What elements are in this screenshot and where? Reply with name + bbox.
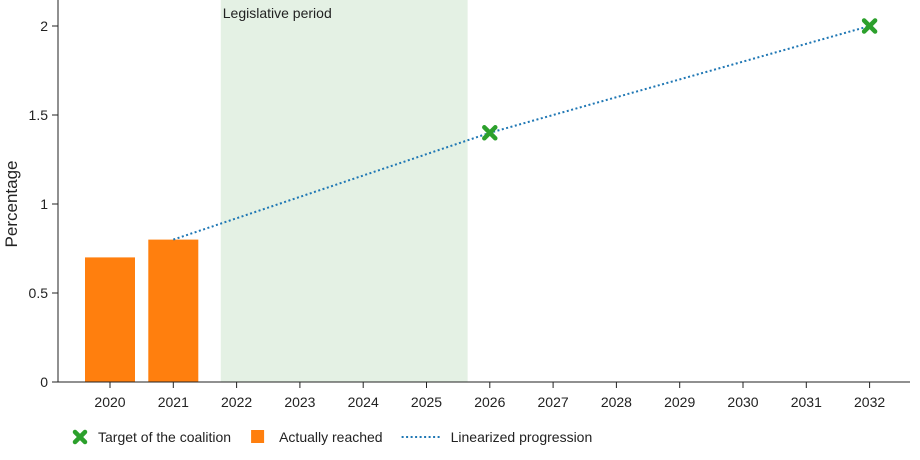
legend-label-0: Target of the coalition <box>98 429 231 445</box>
x-tick-label-2020: 2020 <box>94 394 125 410</box>
x-tick-label-2023: 2023 <box>284 394 315 410</box>
x-tick-label-2025: 2025 <box>411 394 442 410</box>
x-tick-label-2031: 2031 <box>791 394 822 410</box>
x-tick-label-2022: 2022 <box>221 394 252 410</box>
legislative-period-label: Legislative period <box>223 5 332 21</box>
axis-layer: 0 0.5 1 1.5 2 2020 2021 2022 2023 2024 2025 2026 202… <box>29 0 910 410</box>
legend-bar-swatch-icon <box>251 430 265 443</box>
x-tick-label-2024: 2024 <box>348 394 379 410</box>
legend-target-marker-icon <box>72 429 88 445</box>
shaded-region-layer: Legislative period <box>220 0 468 382</box>
target-marker-2032 <box>861 18 878 34</box>
target-marker-2026 <box>482 125 498 141</box>
bar-layer <box>85 239 199 382</box>
legend-target-marker-icon-stroke-b <box>72 429 88 445</box>
target-marker-2026-stroke-b <box>482 125 498 141</box>
y-tick-label-1: 0.5 <box>29 285 49 301</box>
bar-2020 <box>85 257 135 382</box>
target-marker-2032-stroke-b <box>861 18 878 34</box>
y-tick-label-2: 1 <box>40 196 48 212</box>
bar-2021 <box>148 239 199 382</box>
legend-label-2: Linearized progression <box>451 429 593 445</box>
x-tick-label-2021: 2021 <box>158 394 189 410</box>
legislative-period-band <box>220 0 468 382</box>
y-tick-label-4: 2 <box>40 18 48 34</box>
legend: Target of the coalition Actually reached L… <box>72 429 593 445</box>
x-tick-label-2029: 2029 <box>664 394 695 410</box>
legend-label-1: Actually reached <box>279 429 383 445</box>
y-tick-label-0: 0 <box>40 374 48 390</box>
y-axis-label: Percentage <box>2 161 21 248</box>
x-tick-label-2028: 2028 <box>601 394 632 410</box>
y-tick-label-3: 1.5 <box>29 107 49 123</box>
x-tick-label-2027: 2027 <box>538 394 569 410</box>
x-tick-label-2032: 2032 <box>854 394 885 410</box>
marker-layer <box>482 18 878 141</box>
x-tick-label-2026: 2026 <box>474 394 505 410</box>
x-tick-label-2030: 2030 <box>727 394 758 410</box>
